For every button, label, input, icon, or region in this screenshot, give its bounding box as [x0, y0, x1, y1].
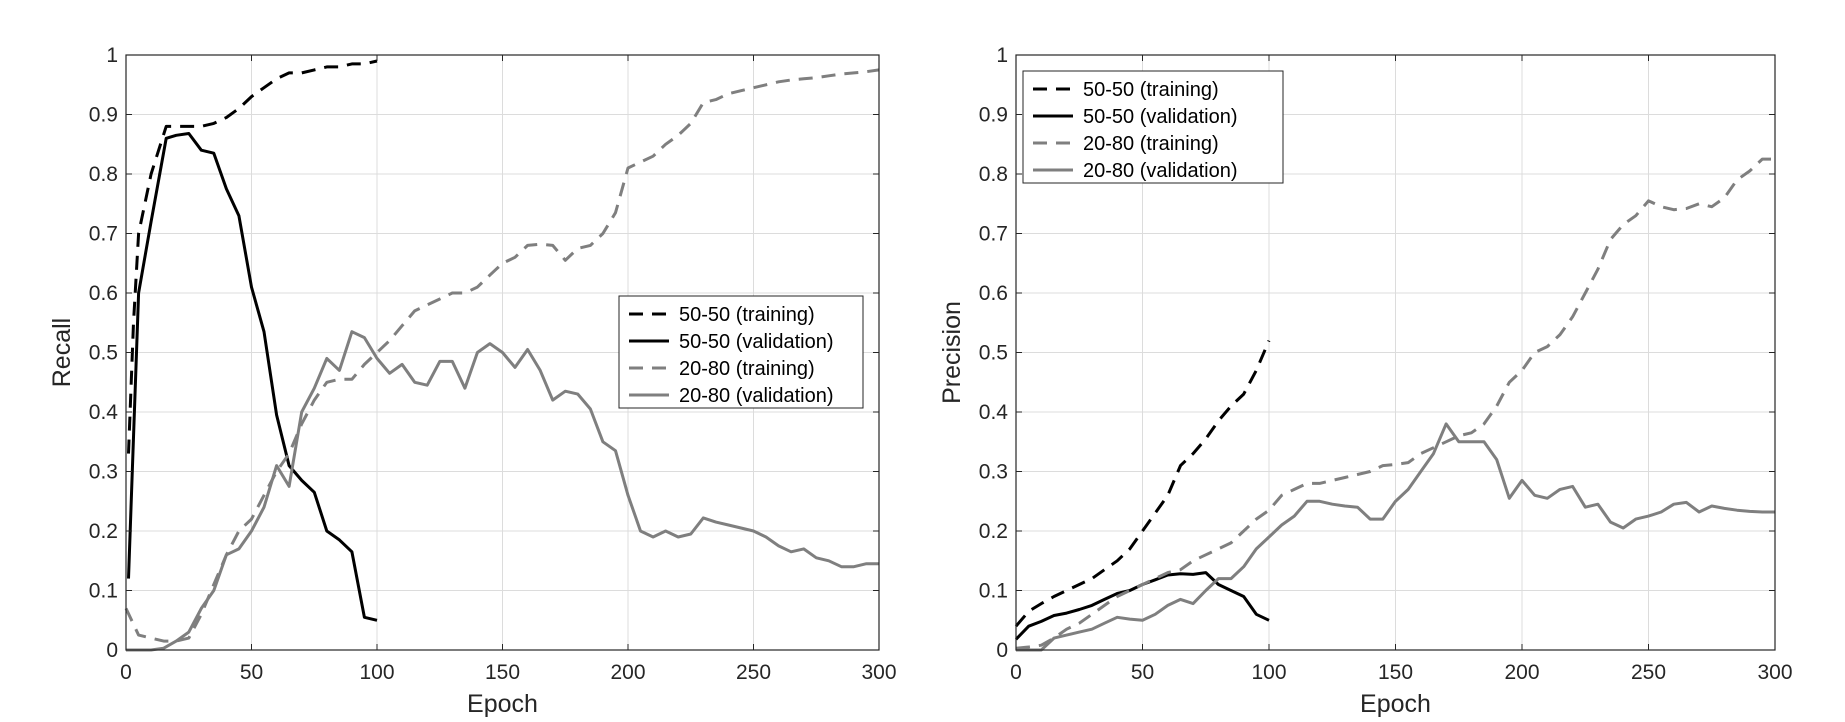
x-tick-label: 100 — [1251, 661, 1286, 684]
x-axis-label: Epoch — [1360, 690, 1431, 718]
x-tick-label: 50 — [240, 661, 263, 684]
x-tick-label: 300 — [861, 661, 896, 684]
y-tick-label: 0.8 — [979, 163, 1008, 186]
x-tick-label: 0 — [120, 661, 132, 684]
y-axis-label: Recall — [48, 318, 76, 387]
y-tick-label: 0.8 — [89, 163, 118, 186]
y-tick-label: 0.4 — [89, 401, 119, 424]
series-line-3 — [126, 330, 879, 652]
y-tick-label: 0.1 — [979, 580, 1008, 603]
series-line-2 — [124, 68, 880, 643]
y-tick-label: 0.2 — [89, 520, 118, 543]
x-tick-label: 250 — [1631, 661, 1666, 684]
y-tick-label: 0.2 — [979, 520, 1008, 543]
y-tick-label: 0.5 — [89, 342, 118, 365]
x-tick-label: 100 — [359, 661, 394, 684]
series-line-0 — [127, 59, 378, 454]
y-tick-label: 0.7 — [979, 223, 1008, 246]
legend-label-2: 20-80 (training) — [679, 358, 815, 380]
legend-label-0: 50-50 (training) — [1083, 79, 1219, 101]
x-tick-label: 200 — [1504, 661, 1539, 684]
series-line-2 — [1015, 157, 1775, 650]
x-tick-label: 0 — [1010, 661, 1022, 684]
series-line-0 — [1014, 340, 1271, 628]
legend: 50-50 (training) 50-50 (validation) 20-80 … — [618, 295, 864, 409]
legend-label-1: 50-50 (validation) — [1083, 106, 1238, 128]
y-tick-label: 0.7 — [89, 223, 118, 246]
legend-label-2: 20-80 (training) — [1083, 133, 1219, 155]
x-tick-label: 150 — [1378, 661, 1413, 684]
y-tick-label: 0.6 — [89, 282, 118, 305]
y-tick-label: 1 — [996, 44, 1008, 67]
x-tick-label: 250 — [736, 661, 771, 684]
recall-chart: 0 50 100 150 200 250 300 0 0.1 0.2 0.3 0.4 0.5 0.6 0.7… — [48, 44, 897, 718]
legend-label-0: 50-50 (training) — [679, 304, 815, 326]
y-tick-label: 0 — [996, 639, 1008, 662]
legend: 50-50 (training) 50-50 (validation) 20-80 … — [1022, 70, 1284, 184]
legend-label-3: 20-80 (validation) — [1083, 160, 1238, 182]
y-tick-label: 0.4 — [979, 401, 1009, 424]
y-tick-label: 0.3 — [979, 461, 1008, 484]
y-tick-label: 1 — [106, 44, 118, 67]
y-tick-label: 0.5 — [979, 342, 1008, 365]
x-tick-label: 150 — [485, 661, 520, 684]
y-tick-label: 0.1 — [89, 580, 118, 603]
precision-chart: 0 50 100 150 200 250 300 0 0.1 0.2 0.3 0.4 0.5 0.6 0.7… — [938, 44, 1793, 718]
y-tick-label: 0.9 — [89, 104, 118, 127]
legend-label-1: 50-50 (validation) — [679, 331, 834, 353]
series-line-1 — [127, 132, 378, 622]
legend-label-3: 20-80 (validation) — [679, 385, 834, 407]
x-axis-label: Epoch — [467, 690, 538, 718]
y-tick-label: 0.9 — [979, 104, 1008, 127]
x-tick-label: 300 — [1757, 661, 1792, 684]
y-tick-label: 0.3 — [89, 461, 118, 484]
y-axis-label: Precision — [938, 301, 966, 404]
x-tick-label: 50 — [1131, 661, 1154, 684]
series-line-3 — [1016, 422, 1775, 652]
y-tick-label: 0.6 — [979, 282, 1008, 305]
y-tick-label: 0 — [106, 639, 118, 662]
x-tick-label: 200 — [610, 661, 645, 684]
